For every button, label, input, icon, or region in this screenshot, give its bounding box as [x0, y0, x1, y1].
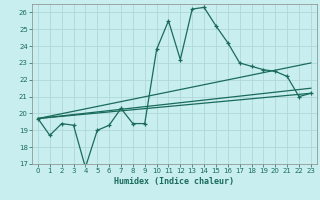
X-axis label: Humidex (Indice chaleur): Humidex (Indice chaleur) [115, 177, 234, 186]
